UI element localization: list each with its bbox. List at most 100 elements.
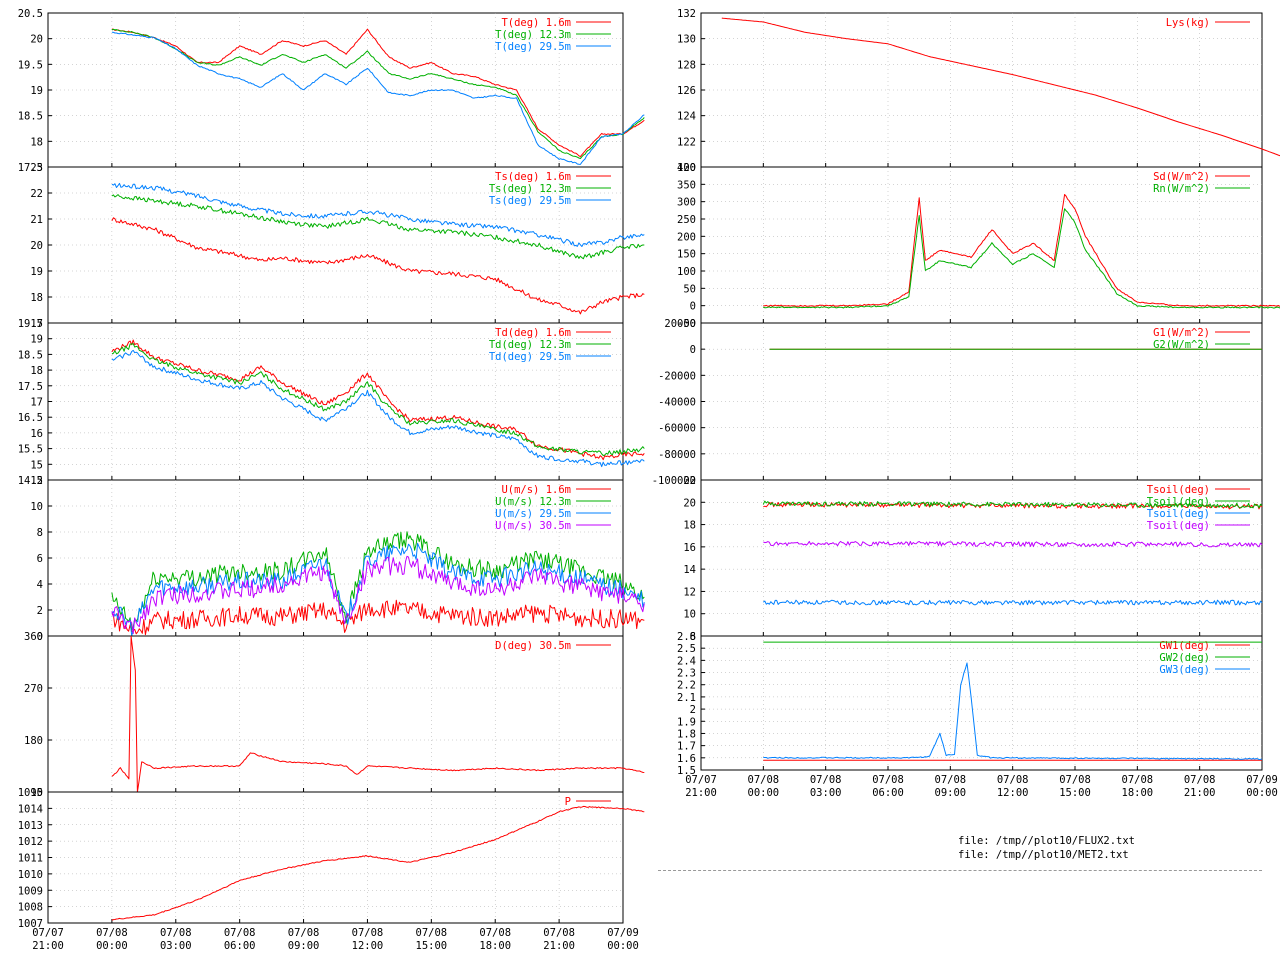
groundwater-xtick-label: 00:00: [1246, 787, 1278, 799]
lys-legend-label-0: Lys(kg): [1166, 17, 1210, 29]
lys-ytick-label: 126: [677, 85, 696, 97]
radiation-ytick-label: 150: [677, 249, 696, 261]
surface-temperature-series-0: [111, 217, 645, 315]
soil-temperature-ytick-label: 20: [683, 497, 696, 509]
soil-heat-flux-ytick-label: -20000: [658, 370, 696, 382]
groundwater-ytick-label: 1.6: [677, 753, 696, 765]
soil-heat-flux-legend-label-1: G2(W/m^2): [1153, 339, 1210, 351]
temperature-ytick-label: 19: [30, 85, 43, 97]
dewpoint-series-2: [111, 349, 645, 468]
radiation-ytick-label: 50: [683, 283, 696, 295]
dewpoint-ytick-label: 17.5: [18, 381, 43, 393]
groundwater-ytick-label: 2.1: [677, 692, 696, 704]
dewpoint-ytick-label: 17: [30, 397, 43, 409]
radiation-ytick-label: 300: [677, 197, 696, 209]
wind-speed-ytick-label: 4: [37, 579, 43, 591]
pressure-xtick-label: 03:00: [160, 940, 192, 952]
groundwater-ytick-label: 1.9: [677, 716, 696, 728]
pressure-xtick-label: 00:00: [607, 940, 639, 952]
dewpoint-series-0: [111, 339, 645, 461]
surface-temperature-legend-label-1: Ts(deg) 12.3m: [489, 183, 571, 195]
temperature-series-2: [111, 31, 645, 165]
pressure-xtick-label: 07/08: [160, 927, 192, 939]
surface-temperature-ytick-label: 21: [30, 214, 43, 226]
groundwater-xtick-label: 07/08: [1059, 774, 1091, 786]
wind-speed-legend-label-0: U(m/s) 1.6m: [501, 484, 571, 496]
wind-direction-ytick-label: 270: [24, 683, 43, 695]
groundwater-xtick-label: 07/08: [748, 774, 780, 786]
soil-temperature-ytick-label: 16: [683, 542, 696, 554]
pressure-ytick-label: 1014: [18, 803, 43, 815]
temperature-legend-label-1: T(deg) 12.3m: [495, 29, 571, 41]
temperature-ytick-label: 18.5: [18, 111, 43, 123]
dewpoint-legend-label-1: Td(deg) 12.3m: [489, 339, 571, 351]
soil-heat-flux-ytick-label: -80000: [658, 449, 696, 461]
soil-heat-flux-ytick-label: -100000: [652, 475, 696, 487]
dewpoint-ytick-label: 18.5: [18, 349, 43, 361]
dewpoint-ytick-label: 16: [30, 428, 43, 440]
groundwater-xtick-label: 00:00: [748, 787, 780, 799]
temperature-ytick-label: 20.5: [18, 8, 43, 20]
temperature-ytick-label: 19.5: [18, 59, 43, 71]
pressure-xtick-label: 07/08: [479, 927, 511, 939]
pressure-xtick-label: 12:00: [352, 940, 384, 952]
pressure-ytick-label: 1012: [18, 836, 43, 848]
dewpoint-ytick-label: 14.5: [18, 475, 43, 487]
groundwater-ytick-label: 2.2: [677, 680, 696, 692]
dewpoint-ytick-label: 19.5: [18, 318, 43, 330]
wind-speed-ytick-label: 6: [37, 553, 43, 565]
pressure-xtick-label: 07/08: [224, 927, 256, 939]
radiation-series-1: [763, 208, 1280, 309]
radiation-legend-label-1: Rn(W/m^2): [1153, 183, 1210, 195]
wind-direction-ytick-label: 180: [24, 735, 43, 747]
dewpoint-ytick-label: 15.5: [18, 444, 43, 456]
soil-temperature-ytick-label: 8: [690, 631, 696, 643]
soil-temperature-ytick-label: 14: [683, 564, 696, 576]
surface-temperature-ytick-label: 20: [30, 240, 43, 252]
soil-temperature-series-3: [763, 540, 1263, 548]
pressure-xtick-label: 21:00: [32, 940, 64, 952]
soil-temperature-legend-label-3: Tsoil(deg): [1147, 520, 1210, 532]
wind-speed-legend-label-3: U(m/s) 30.5m: [495, 520, 571, 532]
groundwater-xtick-label: 07/08: [997, 774, 1029, 786]
surface-temperature-series-1: [111, 194, 645, 260]
groundwater-frame: [700, 635, 1263, 771]
wind-speed-ytick-label: 2: [37, 605, 43, 617]
groundwater-xtick-label: 07/08: [1184, 774, 1216, 786]
radiation-ytick-label: 0: [690, 301, 696, 313]
temperature-ytick-label: 17.5: [18, 162, 43, 174]
wind-speed-series-2: [111, 542, 645, 637]
soil-temperature-series-1: [762, 500, 1263, 509]
pressure-ytick-label: 1013: [18, 820, 43, 832]
lys-ytick-label: 132: [677, 8, 696, 20]
temperature-ytick-label: 18: [30, 136, 43, 148]
pressure-xtick-label: 18:00: [479, 940, 511, 952]
groundwater-xtick-label: 07/09: [1246, 774, 1278, 786]
file-path-met: file: /tmp//plot10/MET2.txt: [958, 849, 1129, 861]
groundwater-xtick-label: 07/08: [935, 774, 967, 786]
temperature-series-0: [111, 28, 645, 158]
pressure-xtick-label: 00:00: [96, 940, 128, 952]
pressure-xtick-label: 07/07: [32, 927, 64, 939]
groundwater-xtick-label: 21:00: [685, 787, 717, 799]
soil-temperature-legend-label-1: Tsoil(deg): [1147, 496, 1210, 508]
wind-speed-series-3: [111, 555, 645, 635]
pressure-xtick-label: 07/08: [543, 927, 575, 939]
radiation-ytick-label: 400: [677, 162, 696, 174]
radiation-ytick-label: 250: [677, 214, 696, 226]
lys-ytick-label: 120: [677, 162, 696, 174]
pressure-xtick-label: 07/08: [288, 927, 320, 939]
temperature-legend-label-0: T(deg) 1.6m: [501, 17, 571, 29]
groundwater-legend-label-0: GW1(deg): [1159, 640, 1210, 652]
groundwater-ytick-label: 2.3: [677, 668, 696, 680]
pressure-ytick-label: 1015: [18, 787, 43, 799]
wind-direction-legend-label-0: D(deg) 30.5m: [495, 640, 571, 652]
lys-ytick-label: 128: [677, 59, 696, 71]
groundwater-ytick-label: 2.4: [677, 655, 696, 667]
groundwater-ytick-label: 2: [690, 704, 696, 716]
pressure-xtick-label: 07/08: [416, 927, 448, 939]
temperature-legend-label-2: T(deg) 29.5m: [495, 41, 571, 53]
surface-temperature-series-2: [111, 182, 645, 247]
pressure-xtick-label: 09:00: [288, 940, 320, 952]
pressure-xtick-label: 21:00: [543, 940, 575, 952]
